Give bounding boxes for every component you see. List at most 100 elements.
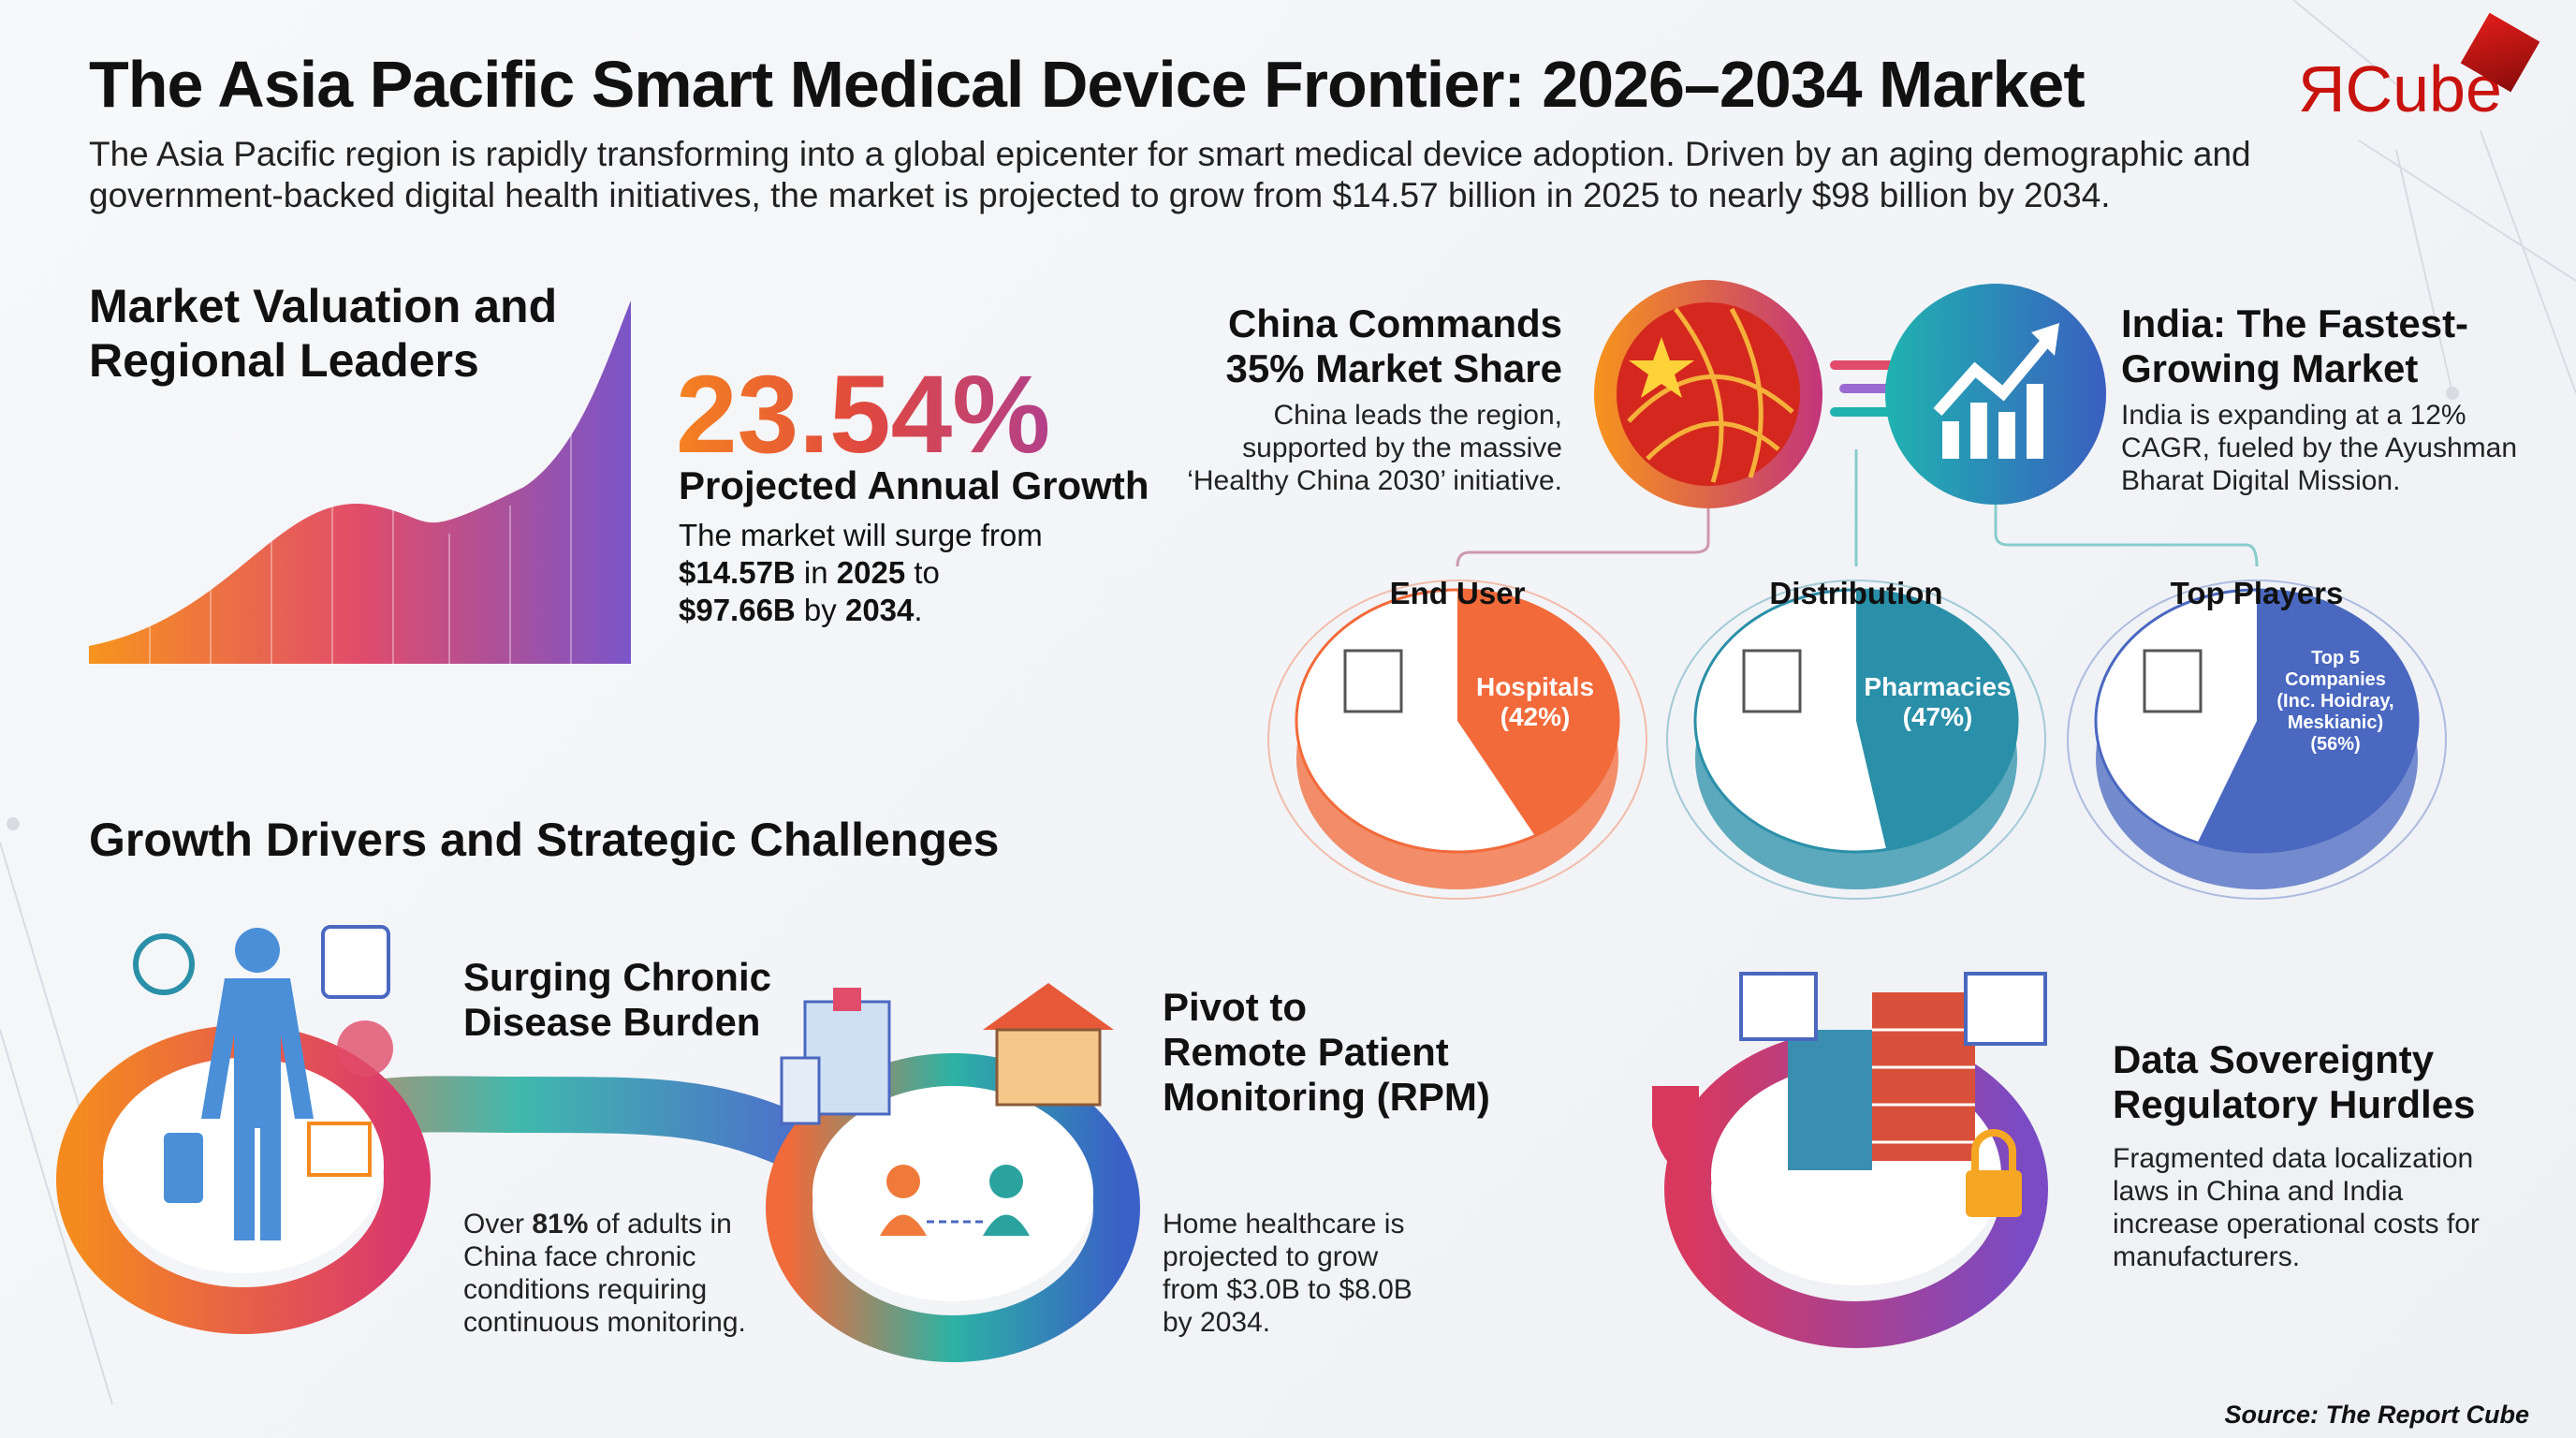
pie-slice xyxy=(1457,590,1618,836)
subtitle-line: The Asia Pacific region is rapidly trans… xyxy=(89,135,2251,173)
home-icon xyxy=(983,983,1114,1107)
text-line: conditions requiring xyxy=(463,1274,708,1305)
subtitle: The Asia Pacific region is rapidly trans… xyxy=(89,134,2251,216)
valuation-description: The market will surge from $14.57B in 20… xyxy=(679,517,1043,629)
india-text: Bharat Digital Mission. xyxy=(2121,465,2401,496)
rpm-text: Home healthcare is projected to grow from … xyxy=(1163,1208,1412,1339)
text-line: by 2034. xyxy=(1163,1307,1271,1338)
pie-orbit xyxy=(2067,580,2447,900)
segment-title-end-user: End User xyxy=(1389,576,1526,610)
title-line: Monitoring (RPM) xyxy=(1163,1075,1490,1119)
growth-area-chart xyxy=(89,301,631,664)
text-line: laws in China and India xyxy=(2113,1176,2404,1207)
chronic-text: Over 81% of adults in China face chronic c… xyxy=(463,1208,746,1339)
year-2034: 2034 xyxy=(844,593,915,627)
text-line: Over 81% of adults in xyxy=(463,1208,746,1240)
desc-line: $14.57B in 2025 to xyxy=(679,554,1043,592)
text-line: China face chronic xyxy=(463,1241,696,1272)
text-line: continuous monitoring. xyxy=(463,1307,746,1338)
label-line: (56%) xyxy=(2310,734,2361,755)
label-line: (Inc. Hoidray, xyxy=(2276,691,2394,712)
china-block: China Commands 35% Market Share China lea… xyxy=(1187,301,1562,497)
valuation-heading: Market Valuation and Regional Leaders xyxy=(89,279,557,388)
doctor-patient-icon xyxy=(880,1165,1030,1236)
year-2025: 2025 xyxy=(836,555,906,590)
text-line: projected to grow xyxy=(1163,1241,1379,1272)
segment-building-icon xyxy=(1343,649,1403,713)
label-line: (42%) xyxy=(1500,702,1571,732)
china-heading: China Commands xyxy=(1227,301,1562,345)
title-line: Surging Chronic xyxy=(463,955,771,999)
human-body-icon xyxy=(201,928,314,1240)
subtitle-line: government-backed digital health initiat… xyxy=(89,176,2111,214)
page-title: The Asia Pacific Smart Medical Device Fr… xyxy=(89,48,2086,121)
pie-slice xyxy=(1856,590,2018,850)
title-line: Regulatory Hurdles xyxy=(2113,1082,2476,1126)
data-sovereignty-title: Data Sovereignty Regulatory Hurdles xyxy=(2113,1037,2475,1127)
china-heading: 35% Market Share xyxy=(1225,346,1562,390)
growth-rate: 23.54% xyxy=(676,353,1051,477)
segment-title-distribution: Distribution xyxy=(1769,576,1943,610)
heading-line: Market Valuation and xyxy=(89,280,558,332)
desc-text: by xyxy=(795,593,845,627)
segment-title-top-players: Top Players xyxy=(2170,576,2344,610)
text-line: from $3.0B to $8.0B xyxy=(1163,1274,1412,1305)
title-line: Data Sovereignty xyxy=(2113,1037,2435,1081)
report-cube-logo: ЯCube xyxy=(2298,12,2540,126)
ring-rpm xyxy=(766,1053,1140,1362)
title-line: Pivot to xyxy=(1163,985,1307,1029)
segment-building-icon xyxy=(2143,649,2203,713)
desc-text: to xyxy=(905,555,940,590)
pie-orbit xyxy=(1267,580,1647,900)
rpm-title: Pivot to Remote Patient Monitoring (RPM) xyxy=(1163,985,1490,1120)
chronic-title: Surging Chronic Disease Burden xyxy=(463,955,771,1045)
text-line: manufacturers. xyxy=(2113,1241,2301,1272)
desc-line: The market will surge from xyxy=(679,518,1043,552)
label-line: Pharmacies xyxy=(1864,672,2012,701)
india-growth-icon xyxy=(1885,284,2106,505)
text-line: Home healthcare is xyxy=(1163,1209,1405,1240)
pie-label-hospitals: Hospitals (42%) xyxy=(1460,672,1610,732)
pie-slice xyxy=(2197,590,2418,852)
stat-81: 81% xyxy=(532,1209,589,1240)
data-sovereignty-text: Fragmented data localization laws in Chin… xyxy=(2113,1142,2480,1273)
china-text: supported by the massive xyxy=(1242,433,1562,463)
t: Over xyxy=(463,1209,533,1240)
desc-text: in xyxy=(795,555,837,590)
desc-text: . xyxy=(914,593,923,627)
label-line: Companies xyxy=(2285,669,2386,690)
server-firewall-icon xyxy=(1739,972,2047,1217)
growth-label: Projected Annual Growth xyxy=(679,463,1149,507)
pie-label-pharmacies: Pharmacies (47%) xyxy=(1858,672,2017,732)
india-text: CAGR, fueled by the Ayushman xyxy=(2121,433,2518,463)
india-block: India: The Fastest- Growing Market India … xyxy=(2121,301,2517,497)
value-2034: $97.66B xyxy=(679,593,796,627)
t: of adults in xyxy=(588,1209,732,1240)
india-heading: India: The Fastest- xyxy=(2121,301,2469,345)
title-line: Remote Patient xyxy=(1163,1030,1449,1074)
pie-orbit xyxy=(1666,580,2046,900)
china-globe-icon xyxy=(1594,280,1822,508)
india-heading: Growing Market xyxy=(2121,346,2419,390)
label-line: Hospitals xyxy=(1475,672,1595,701)
text-line: increase operational costs for xyxy=(2113,1209,2480,1240)
health-app-icons xyxy=(133,925,393,1203)
hospital-icon xyxy=(780,988,891,1125)
china-text: China leads the region, xyxy=(1273,400,1562,431)
source-note: Source: The Report Cube xyxy=(2224,1401,2529,1429)
segment-building-icon xyxy=(1742,649,1802,713)
desc-line: $97.66B by 2034. xyxy=(679,592,1043,629)
label-line: Top 5 xyxy=(2311,648,2360,668)
label-line: Meskianic) xyxy=(2287,712,2384,733)
label-line: (47%) xyxy=(1902,702,1973,732)
india-text: India is expanding at a 12% xyxy=(2121,400,2466,431)
title-line: Disease Burden xyxy=(463,1000,761,1044)
drivers-heading: Growth Drivers and Strategic Challenges xyxy=(89,814,1000,866)
pie-label-top-players: Top 5 Companies (Inc. Hoidray, Meskianic) (5… xyxy=(2265,648,2406,756)
heading-line: Regional Leaders xyxy=(89,334,479,387)
value-2025: $14.57B xyxy=(679,555,796,590)
text-line: Fragmented data localization xyxy=(2113,1143,2474,1174)
connector-stripes xyxy=(1830,360,1895,417)
china-text: ‘Healthy China 2030’ initiative. xyxy=(1187,465,1562,496)
